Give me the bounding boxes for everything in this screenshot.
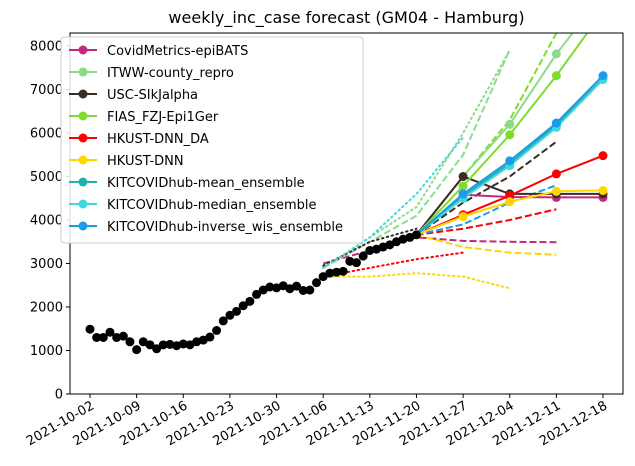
forecast-point	[598, 71, 608, 81]
observed-point	[238, 301, 248, 311]
observed-point	[212, 325, 222, 335]
legend-box	[60, 36, 364, 244]
legend-marker	[78, 133, 88, 143]
legend-marker	[78, 45, 88, 55]
observed-point	[225, 310, 235, 320]
legend-marker	[78, 221, 88, 231]
y-tick-label: 7000	[30, 83, 63, 98]
observed-point	[105, 327, 115, 337]
observed-point	[351, 258, 361, 268]
observed-point	[365, 245, 375, 255]
observed-point	[205, 332, 215, 342]
forecast-point	[551, 118, 561, 128]
y-tick-label: 6000	[30, 127, 63, 142]
observed-point	[165, 339, 175, 349]
forecast-point	[505, 130, 515, 140]
y-axis: 0 1000 2000 3000 4000 5000 6000 7000 8000	[30, 40, 70, 403]
legend-marker	[78, 199, 88, 209]
observed-point	[411, 230, 421, 240]
forecast-point	[458, 181, 468, 191]
observed-point	[292, 281, 302, 291]
observed-point	[252, 289, 262, 299]
observed-point	[338, 266, 348, 276]
forecast-band-line	[415, 33, 558, 236]
y-tick-label: 4000	[30, 214, 63, 229]
observed-point	[245, 296, 255, 306]
forecast-point	[505, 119, 515, 129]
observed-point	[152, 344, 162, 354]
y-tick-label: 1000	[30, 344, 63, 359]
y-tick-label: 2000	[30, 301, 63, 316]
forecast-series-line	[415, 74, 604, 236]
observed-point	[112, 332, 122, 342]
observed-point	[345, 256, 355, 266]
observed-point	[118, 331, 128, 341]
legend-label: KITCOVIDhub-inverse_wis_ensemble	[107, 220, 343, 235]
legend-marker	[78, 177, 88, 187]
forecast-series	[415, 7, 608, 236]
forecast-point	[458, 172, 468, 182]
observed-point	[325, 268, 335, 278]
legend-label: USC-SIkJalpha	[107, 88, 198, 103]
legend-marker	[78, 155, 88, 165]
legend-label: ITWW-county_repro	[107, 66, 234, 81]
observed-point	[92, 332, 102, 342]
observed-point	[312, 278, 322, 288]
observed-point	[332, 267, 342, 277]
forecast-band-line	[322, 251, 465, 278]
legend-label: FIAS_FZJ-Epi1Ger	[107, 110, 219, 125]
y-tick-label: 3000	[30, 257, 63, 272]
legend-label: HKUST-DNN_DA	[107, 132, 209, 147]
forecast-band-line	[416, 208, 557, 236]
observed-point	[358, 251, 368, 261]
legend-label: KITCOVIDhub-median_ensemble	[107, 198, 317, 213]
observed-point	[98, 332, 108, 342]
forecast-band-line	[416, 233, 557, 256]
legend-marker	[78, 111, 88, 121]
observed-point	[85, 324, 95, 334]
observed-point	[305, 285, 315, 295]
legend-label: KITCOVIDhub-mean_ensemble	[107, 176, 305, 191]
y-tick-label: 0	[55, 388, 63, 403]
forecast-point	[505, 197, 515, 207]
forecast-point	[551, 71, 561, 81]
legend: CovidMetrics-epiBATS ITWW-county_repro USC…	[60, 36, 364, 244]
observed-point	[178, 339, 188, 349]
forecast-point	[551, 169, 561, 179]
legend-label: CovidMetrics-epiBATS	[107, 44, 248, 59]
legend-label: HKUST-DNN	[107, 154, 184, 169]
forecast-band-line	[322, 272, 511, 290]
forecast-band-line	[415, 140, 557, 236]
observed-point	[132, 345, 142, 355]
legend-marker	[78, 89, 88, 99]
observed-data	[85, 230, 421, 355]
forecast-point	[598, 151, 608, 161]
forecast-point	[599, 7, 608, 16]
observed-point	[232, 306, 242, 316]
legend-marker	[78, 67, 88, 77]
forecast-point	[505, 156, 515, 166]
observed-point	[318, 272, 328, 282]
y-tick-label: 8000	[30, 40, 63, 55]
observed-point	[265, 282, 275, 292]
forecast-point	[458, 212, 468, 222]
observed-point	[158, 340, 168, 350]
observed-point	[145, 340, 155, 350]
y-tick-label: 5000	[30, 170, 63, 185]
observed-point	[125, 337, 135, 347]
observed-point	[298, 285, 308, 295]
forecast-band-line	[322, 227, 418, 267]
forecast-band-line	[322, 136, 465, 269]
forecast-point	[551, 49, 561, 59]
forecast-point	[458, 189, 468, 199]
x-axis: 2021-10-022021-10-092021-10-162021-10-23…	[24, 394, 610, 449]
forecast-point	[598, 185, 608, 195]
chart-title: weekly_inc_case forecast (GM04 - Hamburg…	[168, 8, 524, 28]
forecast-point	[551, 186, 561, 196]
observed-point	[218, 316, 228, 326]
